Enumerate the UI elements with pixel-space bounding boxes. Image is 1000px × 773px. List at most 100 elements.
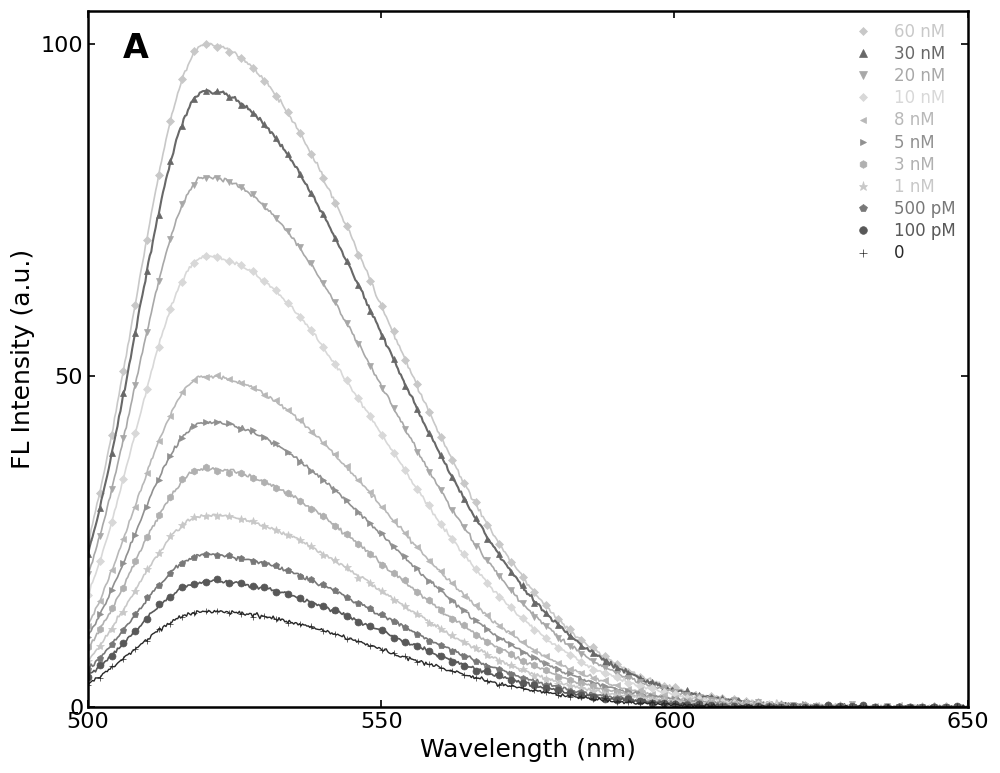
5 nM bbox=[787, 702, 799, 711]
20 nM bbox=[787, 700, 799, 710]
Line: 10 nM: 10 nM bbox=[85, 254, 960, 710]
0 bbox=[881, 703, 893, 712]
1 nM bbox=[200, 511, 212, 520]
5 nM bbox=[822, 703, 834, 712]
1 nM bbox=[752, 701, 764, 710]
10 nM bbox=[787, 702, 799, 711]
100 pM bbox=[787, 702, 799, 711]
3 nM bbox=[881, 702, 893, 711]
8 nM bbox=[881, 703, 893, 712]
60 nM bbox=[752, 698, 764, 707]
500 pM bbox=[200, 550, 212, 559]
100 pM bbox=[740, 703, 752, 712]
10 nM bbox=[752, 700, 764, 709]
20 nM bbox=[951, 703, 963, 712]
10 nM bbox=[200, 251, 212, 261]
60 nM bbox=[881, 703, 893, 712]
100 pM bbox=[881, 703, 893, 712]
Line: 3 nM: 3 nM bbox=[85, 464, 961, 711]
20 nM bbox=[153, 277, 165, 286]
60 nM bbox=[810, 701, 822, 710]
3 nM bbox=[951, 703, 963, 712]
8 nM bbox=[775, 701, 787, 710]
Line: 1 nM: 1 nM bbox=[84, 512, 961, 712]
30 nM bbox=[881, 703, 893, 712]
8 nM bbox=[799, 702, 811, 711]
500 pM bbox=[752, 701, 764, 710]
100 pM bbox=[153, 600, 165, 609]
500 pM bbox=[881, 703, 893, 712]
Line: 500 pM: 500 pM bbox=[85, 550, 961, 711]
20 nM bbox=[869, 703, 881, 712]
8 nM bbox=[752, 700, 764, 709]
60 nM bbox=[951, 703, 963, 712]
100 pM bbox=[822, 700, 834, 710]
Line: 5 nM: 5 nM bbox=[85, 419, 960, 710]
Line: 30 nM: 30 nM bbox=[85, 87, 961, 711]
3 nM bbox=[153, 510, 165, 519]
3 nM bbox=[752, 703, 764, 712]
X-axis label: Wavelength (nm): Wavelength (nm) bbox=[420, 738, 636, 762]
30 nM bbox=[752, 698, 764, 707]
20 nM bbox=[881, 701, 893, 710]
30 nM bbox=[200, 87, 212, 96]
3 nM bbox=[82, 642, 94, 652]
8 nM bbox=[153, 436, 165, 445]
5 nM bbox=[810, 701, 822, 710]
60 nM bbox=[869, 703, 881, 712]
1 nM bbox=[153, 549, 165, 558]
0 bbox=[787, 703, 799, 712]
1 nM bbox=[775, 703, 787, 712]
30 nM bbox=[822, 701, 834, 710]
Line: 20 nM: 20 nM bbox=[85, 174, 961, 711]
60 nM bbox=[153, 171, 165, 180]
10 nM bbox=[810, 701, 822, 710]
0 bbox=[153, 625, 165, 634]
30 nM bbox=[787, 700, 799, 709]
5 nM bbox=[881, 703, 893, 712]
8 nM bbox=[82, 621, 94, 631]
3 nM bbox=[787, 703, 799, 712]
20 nM bbox=[82, 569, 94, 578]
30 nM bbox=[153, 210, 165, 220]
500 pM bbox=[787, 702, 799, 711]
3 nM bbox=[200, 462, 212, 472]
0 bbox=[822, 703, 834, 712]
0 bbox=[799, 703, 811, 712]
20 nM bbox=[200, 173, 212, 182]
20 nM bbox=[752, 697, 764, 707]
60 nM bbox=[200, 39, 212, 49]
1 nM bbox=[881, 702, 893, 711]
1 nM bbox=[822, 703, 834, 712]
100 pM bbox=[799, 702, 811, 711]
10 nM bbox=[82, 591, 94, 600]
3 nM bbox=[799, 701, 811, 710]
10 nM bbox=[951, 703, 963, 712]
0 bbox=[82, 680, 94, 690]
10 nM bbox=[881, 703, 893, 712]
500 pM bbox=[951, 703, 963, 712]
Line: 0: 0 bbox=[85, 608, 961, 711]
10 nM bbox=[153, 342, 165, 352]
3 nM bbox=[763, 702, 775, 711]
Text: A: A bbox=[123, 32, 149, 65]
1 nM bbox=[82, 656, 94, 666]
1 nM bbox=[951, 703, 963, 712]
Line: 60 nM: 60 nM bbox=[85, 41, 960, 710]
100 pM bbox=[211, 575, 223, 584]
500 pM bbox=[82, 664, 94, 673]
1 nM bbox=[787, 703, 799, 712]
60 nM bbox=[82, 536, 94, 545]
0 bbox=[763, 701, 775, 710]
3 nM bbox=[822, 703, 834, 712]
60 nM bbox=[787, 701, 799, 710]
30 nM bbox=[810, 703, 822, 712]
60 nM bbox=[775, 699, 787, 708]
8 nM bbox=[951, 703, 963, 712]
30 nM bbox=[951, 703, 963, 712]
0 bbox=[211, 606, 223, 615]
500 pM bbox=[153, 580, 165, 589]
Y-axis label: FL Intensity (a.u.): FL Intensity (a.u.) bbox=[11, 249, 35, 469]
30 nM bbox=[775, 700, 787, 709]
Legend: 60 nM, 30 nM, 20 nM, 10 nM, 8 nM, 5 nM, 3 nM, 1 nM, 500 pM, 100 pM, 0: 60 nM, 30 nM, 20 nM, 10 nM, 8 nM, 5 nM, … bbox=[836, 16, 963, 269]
